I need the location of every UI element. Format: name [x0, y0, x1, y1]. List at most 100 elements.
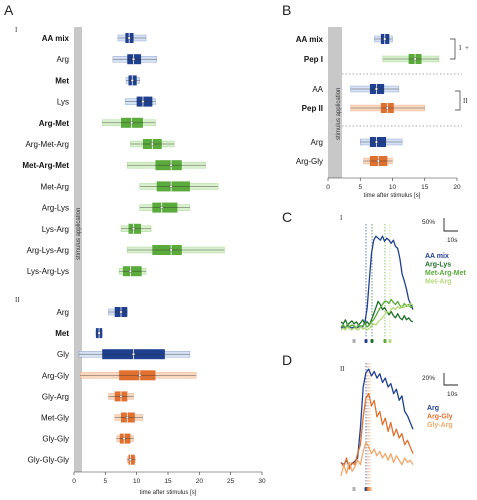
panel-a-row-9-lys-arg: Lys-Arg	[42, 223, 152, 234]
panel-b-row-4-arg-label: Arg	[311, 138, 323, 147]
panel-a-tick-label-5: 5	[104, 478, 108, 485]
panel-a-row-1-arg: Arg	[57, 54, 157, 65]
panel-b-row-1-pep-i-label: Pep I	[304, 55, 323, 64]
panel-c-onset-markers	[352, 224, 392, 343]
panel-a-section-i-label: I	[15, 26, 18, 34]
panel-a-row-18-gly-gly-mean-point	[122, 437, 126, 441]
panel-a-tick-label-30: 30	[258, 478, 266, 485]
panel-a-row-15-arg-gly: Arg-Gly	[42, 370, 197, 381]
panel-d-scale-y: 20%	[422, 375, 435, 382]
panel-a-row-0-aa-mix-label: AA mix	[42, 34, 70, 43]
panel-letter-a: A	[4, 2, 14, 18]
panel-a-stimulus-label: stimulus application	[76, 208, 82, 260]
panel-b-tick-label-20: 20	[453, 184, 461, 191]
panel-d-legend-arg: Arg	[427, 405, 439, 412]
panel-a-row-16-gly-arg-mean-point	[119, 394, 123, 398]
panel-a-row-12-arg-mean-point	[119, 310, 123, 314]
panel-a-row-1-arg-mean-point	[132, 57, 136, 61]
panel-b-boxplot: stimulus application AA mix Pep I AA Pep II…	[296, 27, 469, 199]
panel-c-series	[340, 235, 414, 331]
panel-a-row-11-lys-arg-lys-label: Lys-Arg-Lys	[27, 267, 69, 276]
panel-c-trace-aa-mix	[340, 235, 414, 329]
panel-a-row-5-arg-met-arg-label: Arg-Met-Arg	[25, 140, 69, 149]
panel-b-row-4-arg-mean-point	[374, 140, 378, 144]
panel-b-x-label: time after stimulus [s]	[364, 193, 421, 199]
panel-c-trace-arg-lys	[340, 300, 414, 326]
panel-b-row-0-aa-mix-label: AA mix	[296, 35, 324, 44]
panel-b-row-3-pep-ii-mean-point	[385, 106, 389, 110]
panel-d-legend-gly-arg: Gly-Arg	[427, 422, 453, 429]
panel-a-boxplot: stimulus application I II AA mix Arg Met Ly…	[15, 26, 266, 496]
panel-a-rows: AA mix Arg Met Lys Arg-Met Arg-Met-Arg Met-Arg…	[22, 33, 225, 465]
panel-a-tick-label-20: 20	[196, 478, 204, 485]
panel-a-row-14-gly: Gly	[57, 349, 191, 360]
panel-a-row-3-lys: Lys	[57, 96, 156, 107]
panel-a-row-10-arg-lys-arg: Arg-Lys-Arg	[27, 245, 225, 255]
panel-b-tick-label-0: 0	[326, 184, 330, 191]
panel-a-row-15-arg-gly-label: Arg-Gly	[42, 371, 69, 380]
panel-a-row-2-met-mean-point	[130, 78, 134, 82]
panel-a-row-10-arg-lys-arg-label: Arg-Lys-Arg	[27, 246, 69, 255]
panel-b-bracket-plus-label: +	[465, 44, 469, 52]
panel-a-row-7-met-arg-label: Met-Arg	[41, 182, 69, 191]
panel-d-legend-arg-gly: Arg-Gly	[427, 414, 453, 421]
panel-a-row-12-arg-label: Arg	[57, 308, 69, 317]
panel-a-row-19-gly-gly-gly: Gly-Gly-Gly	[28, 454, 136, 465]
panel-letter-b: B	[282, 2, 291, 18]
panel-d-trace-arg-gly	[340, 392, 414, 470]
panel-a-row-3-lys-label: Lys	[57, 98, 69, 107]
panel-a-row-6-met-arg-met-label: Met-Arg-Met	[22, 161, 69, 170]
panel-a-row-2-met-label: Met	[55, 76, 69, 85]
panel-a-row-1-arg-label: Arg	[57, 55, 69, 64]
panel-a-row-8-arg-lys-mean-point	[160, 206, 164, 210]
panel-a-section-ii-label: II	[15, 296, 20, 304]
panel-a-row-18-gly-gly-label: Gly-Gly	[42, 435, 69, 444]
panel-d-section-label: II	[340, 365, 345, 373]
panel-c-onset-marker-0	[364, 339, 368, 343]
panel-a-row-17-met-gly-label: Met-Gly	[41, 414, 69, 423]
panel-d-onset-markers	[352, 363, 372, 491]
panel-a-row-11-lys-arg-lys-mean-point	[128, 269, 132, 273]
panel-b-tick-label-15: 15	[421, 184, 429, 191]
panel-b-stimulus-band	[328, 27, 342, 178]
panel-d-series	[340, 368, 414, 476]
panel-a-row-16-gly-arg: Gly-Arg	[42, 391, 134, 402]
panel-b-tick-label-5: 5	[358, 184, 362, 191]
panel-letter-c: C	[282, 209, 292, 225]
panel-a-row-8-arg-lys-label: Arg-Lys	[42, 204, 69, 213]
panel-b-row-3-pep-ii: Pep II	[302, 103, 425, 113]
panel-d-trace-arg	[340, 368, 414, 468]
panel-a-row-7-met-arg-mean-point	[169, 184, 173, 188]
panel-a-row-7-met-arg: Met-Arg	[41, 181, 219, 192]
panel-a-row-17-met-gly-mean-point	[125, 416, 129, 420]
panel-d-stimulus-marker	[352, 487, 356, 491]
panel-a-tick-label-10: 10	[133, 478, 141, 485]
panel-d-scale-bar	[443, 373, 458, 386]
panel-a-row-18-gly-gly: Gly-Gly	[42, 433, 134, 444]
panel-a-row-19-gly-gly-gly-label: Gly-Gly-Gly	[28, 456, 69, 465]
panel-a-row-6-met-arg-met-mean-point	[169, 163, 173, 167]
panel-b-row-5-arg-gly: Arg-Gly	[296, 156, 393, 166]
panel-a-row-13-met-label: Met	[55, 329, 69, 338]
panel-d-onset-marker-2	[368, 487, 372, 491]
panel-b-bracket-i	[450, 38, 456, 60]
panel-a-row-17-met-gly: Met-Gly	[41, 412, 144, 423]
panel-a-row-8-arg-lys: Arg-Lys	[42, 202, 191, 213]
panel-a-stimulus-band	[74, 27, 82, 472]
panel-a-row-0-aa-mix-mean-point	[127, 36, 131, 40]
panel-b-row-0-aa-mix-mean-point	[383, 37, 387, 41]
panel-b-x-ticks: 0 5 10 15 20	[326, 178, 461, 191]
panel-c-legend-arg-lys: Arg-Lys	[425, 262, 451, 269]
panel-b-bracket-ii-label: II	[463, 97, 468, 105]
panel-b-bracket-ii	[455, 90, 461, 111]
panel-a-row-15-arg-gly-mean-point	[138, 373, 142, 377]
panel-b-row-2-aa: AA	[312, 84, 400, 94]
panel-b-row-1-pep-i: Pep I	[304, 54, 440, 64]
panel-b-stimulus-label: stimulus application	[336, 88, 342, 140]
panel-d-scale-x: 10s	[447, 391, 458, 398]
panel-a-row-4-arg-met-label: Arg-Met	[39, 119, 70, 128]
